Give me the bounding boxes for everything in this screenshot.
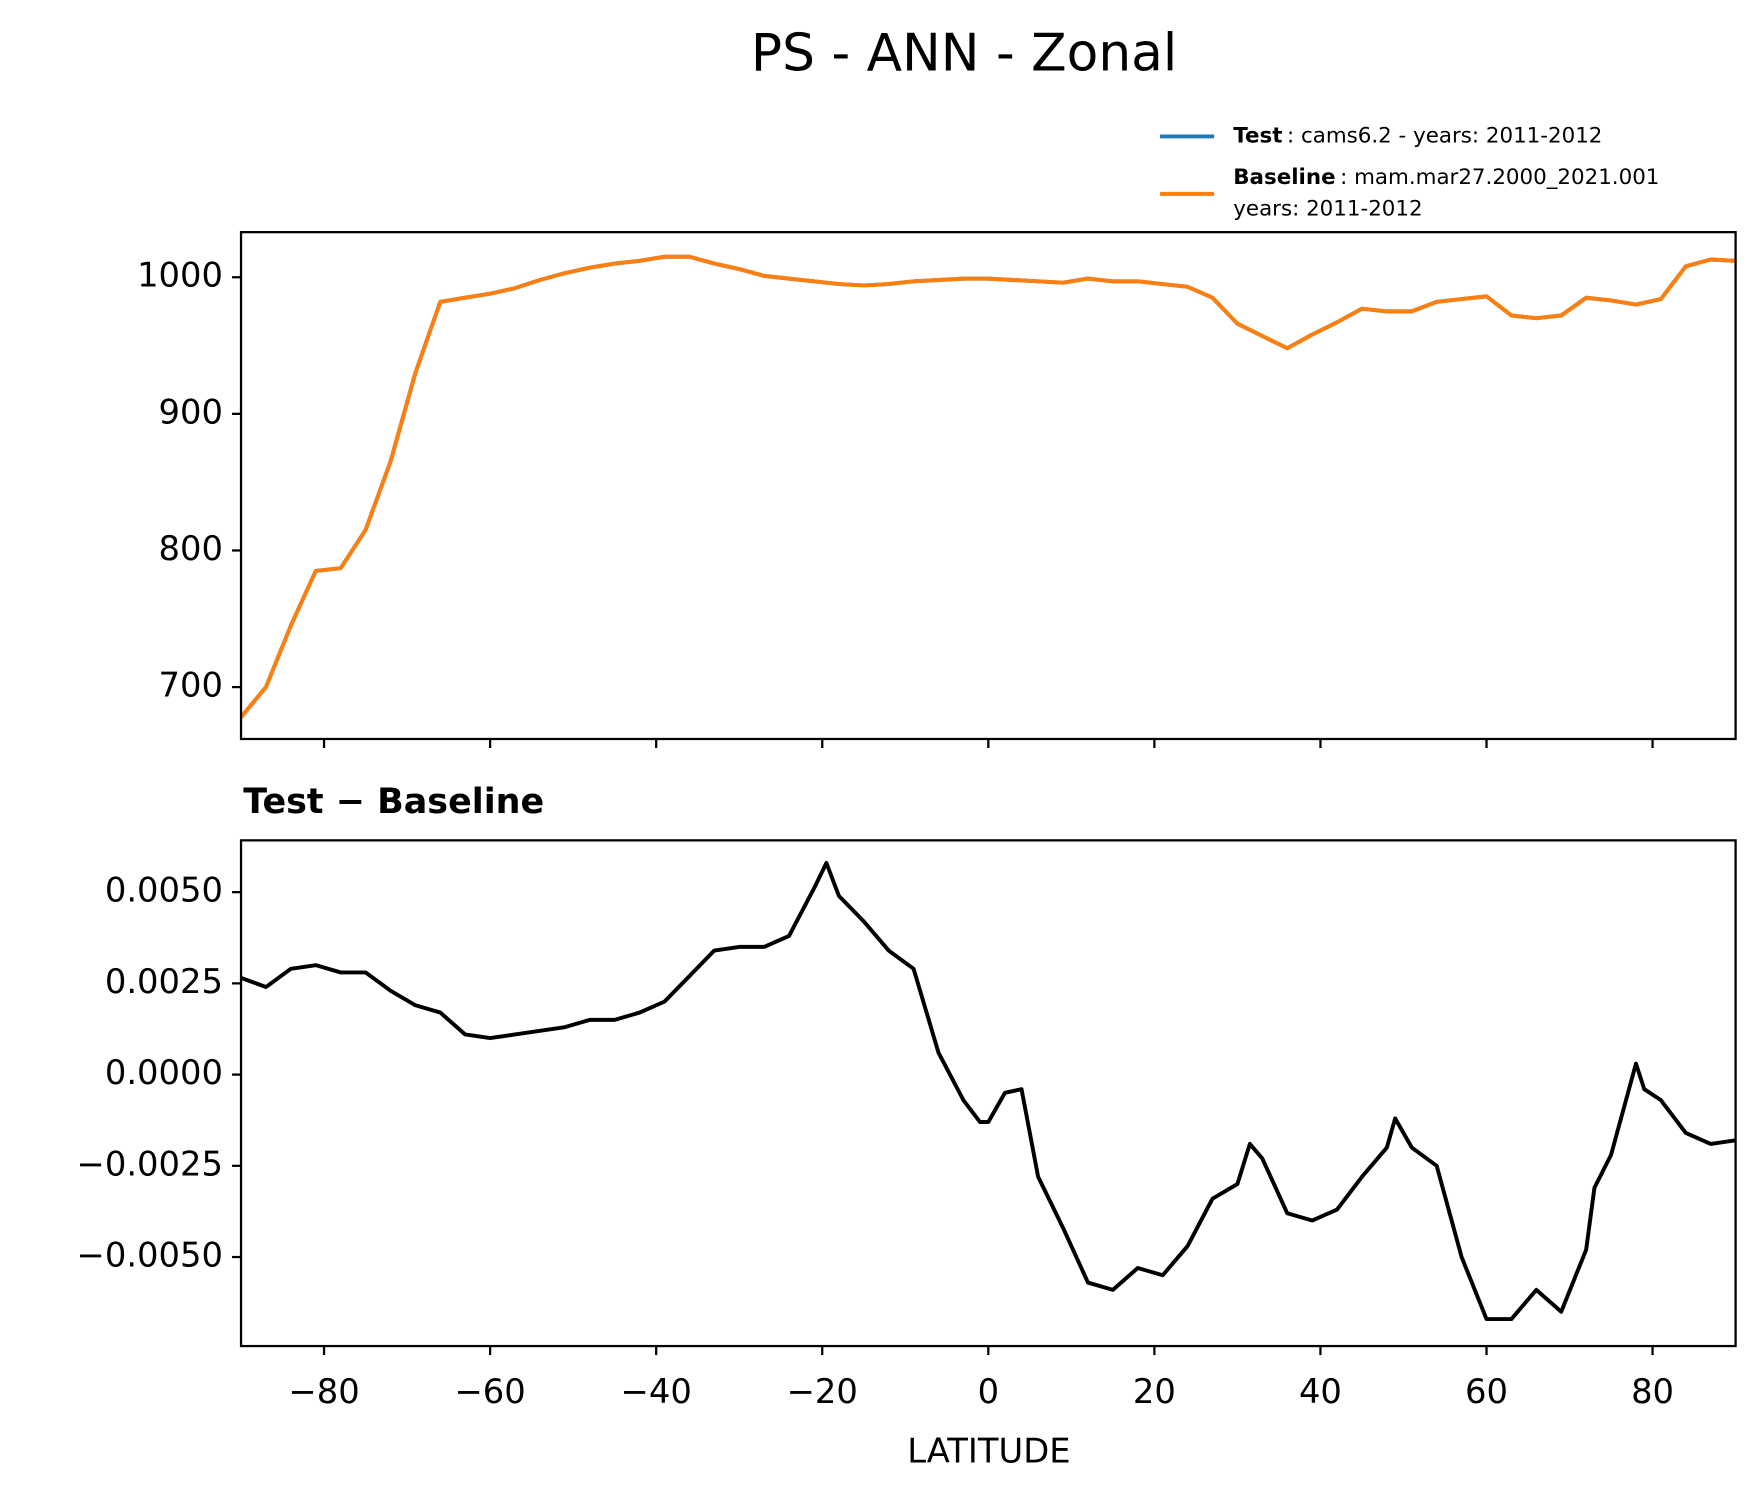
y-tick-label: 0.0000 — [105, 1053, 223, 1092]
y-tick-label: 900 — [159, 392, 223, 431]
y-tick-label: 0.0025 — [105, 962, 223, 1001]
axes-frame — [239, 231, 1737, 741]
data-line — [241, 254, 1736, 719]
y-tick-label: 800 — [159, 529, 223, 568]
x-tick-label: 40 — [1299, 1372, 1342, 1411]
x-tick-label: −20 — [787, 1372, 858, 1411]
x-tick-label: −60 — [454, 1372, 525, 1411]
legend-name: Baseline — [1233, 165, 1335, 190]
y-tick-label: 700 — [159, 666, 223, 705]
y-tick-label: −0.0025 — [77, 1144, 223, 1183]
x-tick-label: 80 — [1631, 1372, 1674, 1411]
data-line — [241, 254, 1736, 719]
y-tick-label: 0.0050 — [105, 871, 223, 910]
x-tick-label: 20 — [1133, 1372, 1176, 1411]
x-tick-label: −40 — [621, 1372, 692, 1411]
x-tick-label: 0 — [978, 1372, 999, 1411]
x-tick-label: −80 — [288, 1372, 359, 1411]
data-line — [241, 861, 1736, 1322]
x-tick-label: 60 — [1465, 1372, 1508, 1411]
legend-description: : cams6.2 - years: 2011-2012 — [1287, 123, 1602, 148]
subplot-title: Test − Baseline — [243, 782, 544, 822]
y-tick-label: −0.0050 — [77, 1236, 223, 1275]
legend-name: Test — [1233, 123, 1282, 148]
y-tick-label: 1000 — [137, 256, 223, 295]
legend-description: years: 2011-2012 — [1233, 197, 1422, 222]
axes-frame — [239, 839, 1737, 1348]
x-axis-label: LATITUDE — [907, 1432, 1070, 1471]
legend-description: : mam.mar27.2000_2021.001 — [1340, 165, 1659, 190]
figure-title: PS - ANN - Zonal — [751, 23, 1177, 83]
